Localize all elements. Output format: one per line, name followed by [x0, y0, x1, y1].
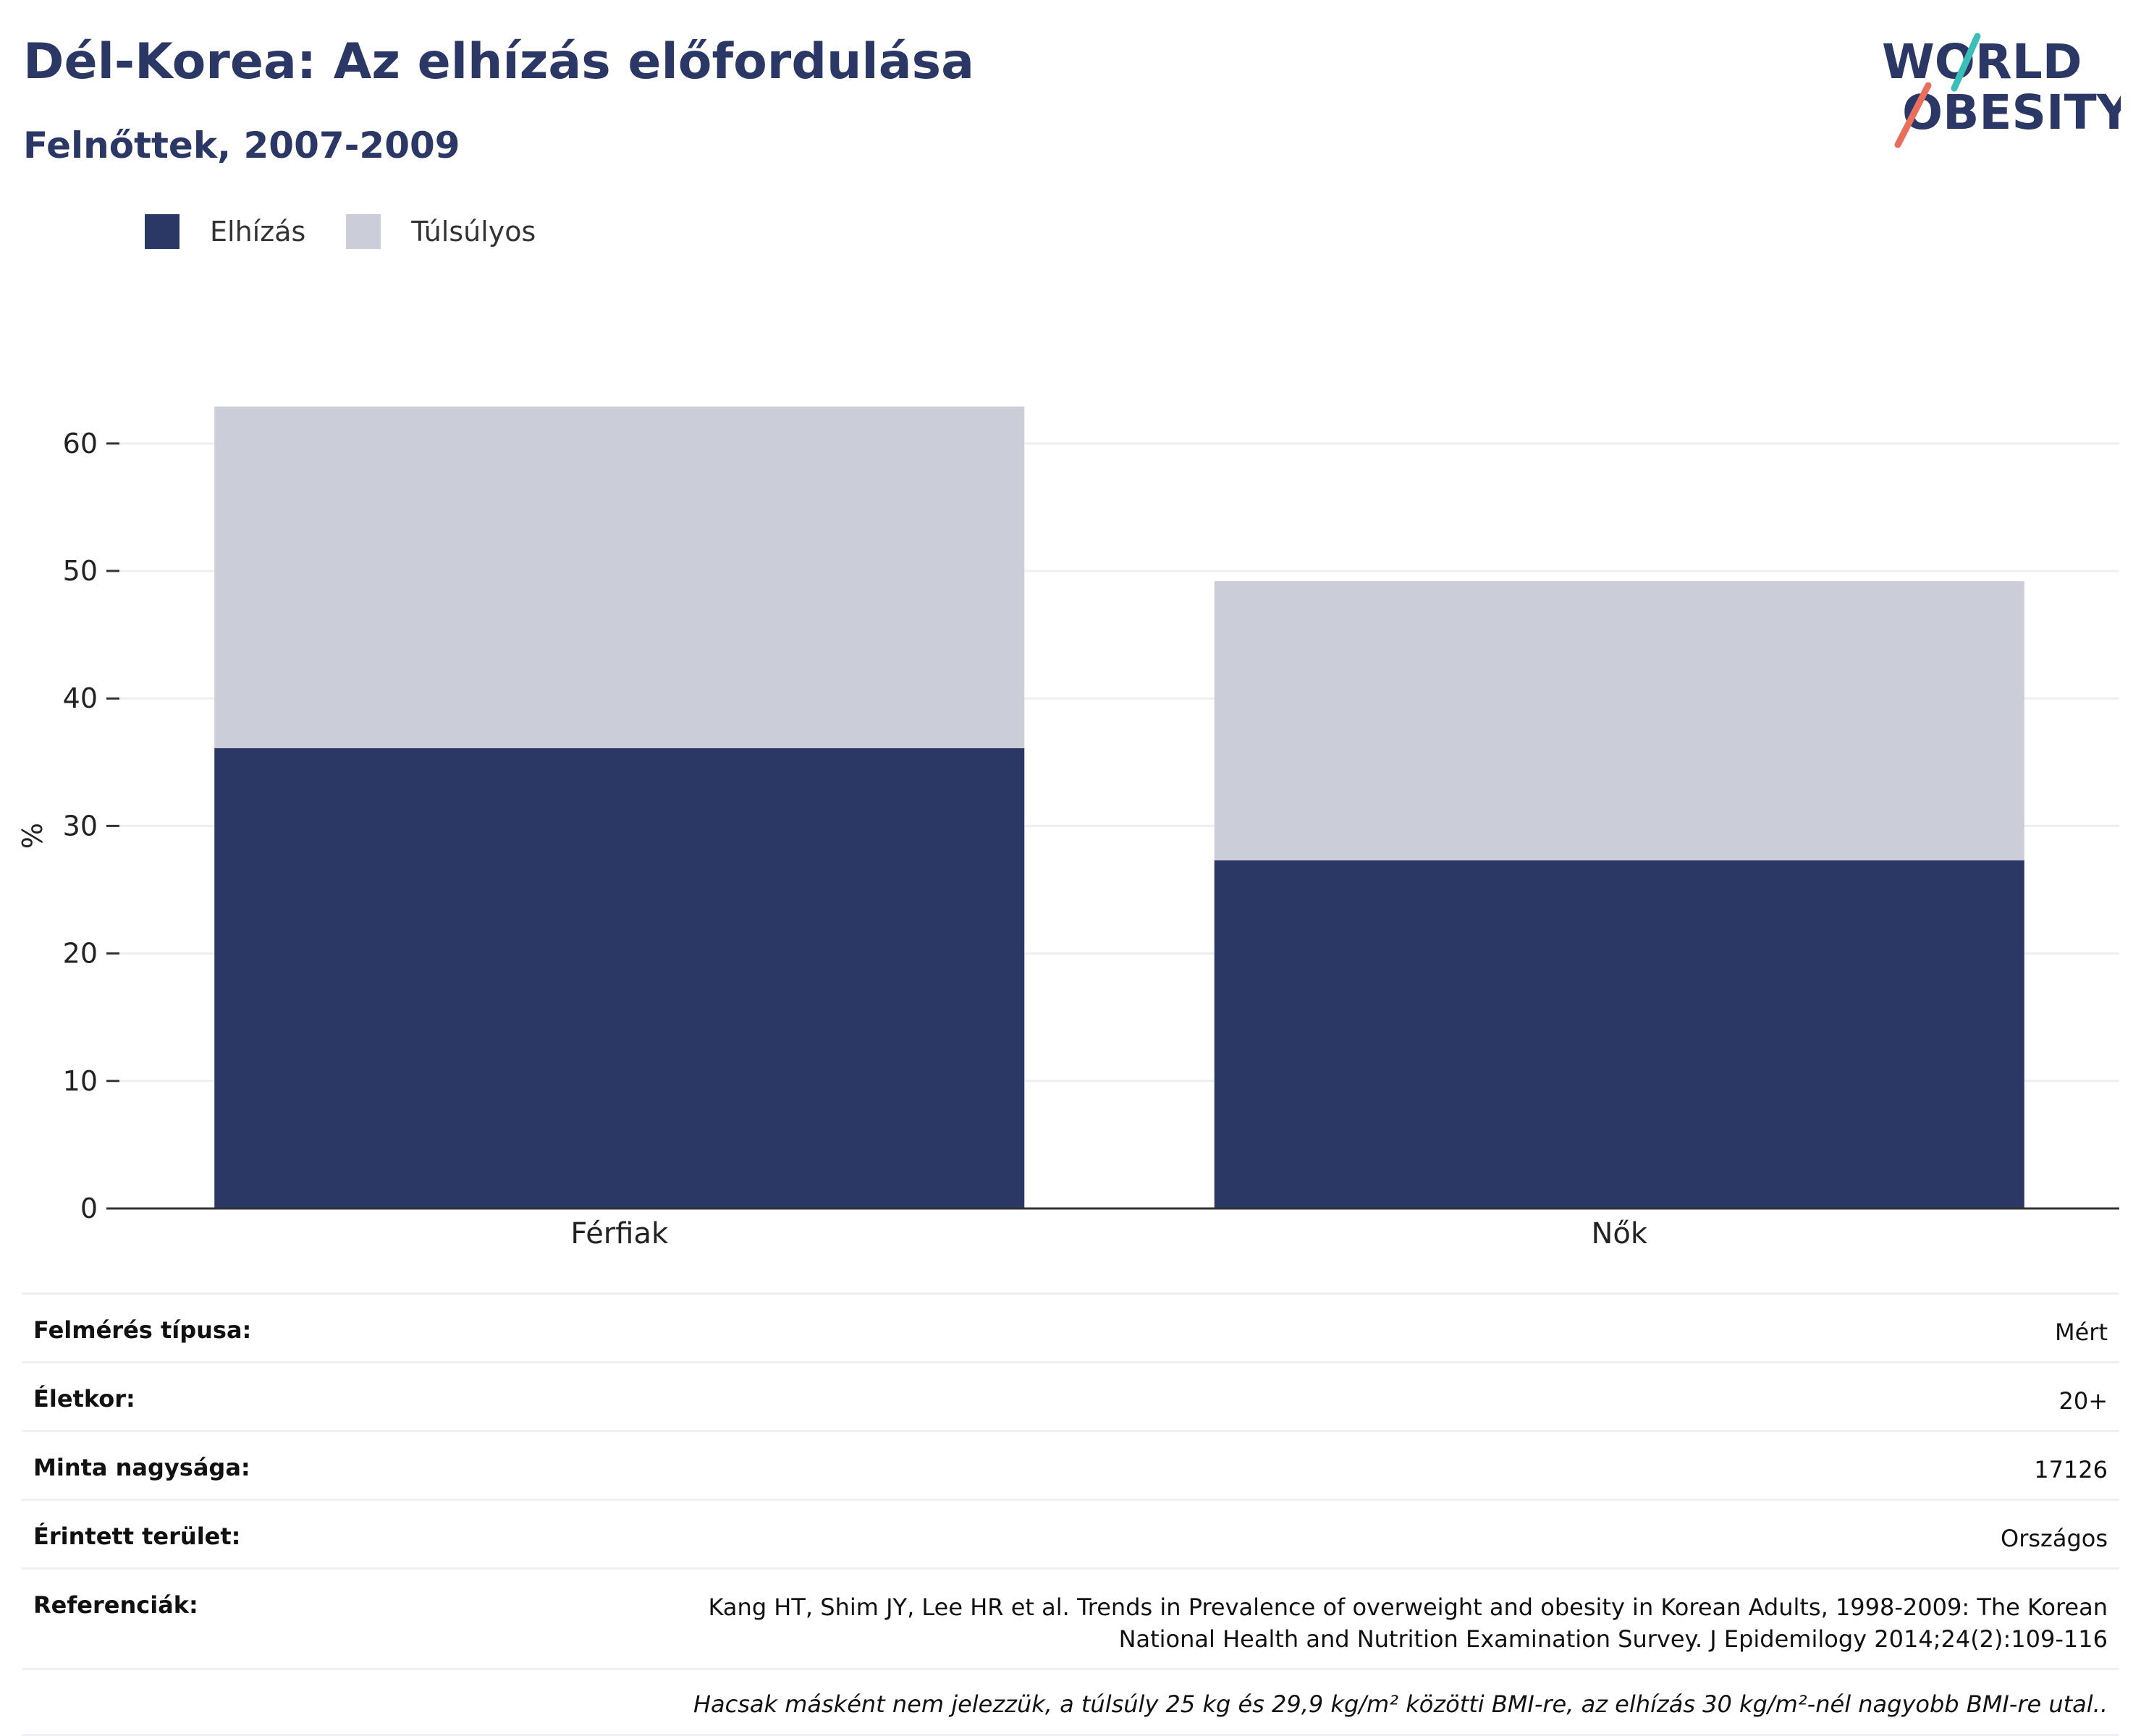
chart-bars: [214, 406, 2024, 1208]
x-axis-labels: Férfiak Nők: [570, 1217, 1647, 1250]
meta-value-area: Országos: [552, 1499, 2119, 1569]
meta-row-references: Referenciák: Kang HT, Shim JY, Lee HR et…: [22, 1567, 2119, 1669]
meta-value-references: Kang HT, Shim JY, Lee HR et al. Trends i…: [552, 1567, 2119, 1669]
meta-row-note: Hacsak másként nem jelezzük, a túlsúly 2…: [22, 1668, 2119, 1736]
meta-label-survey-type: Felmérés típusa:: [22, 1292, 552, 1363]
y-tick-label-50: 50: [63, 555, 98, 587]
y-tick-label-10: 10: [63, 1065, 98, 1097]
logo-slash-teal: [1951, 33, 1981, 92]
legend-swatch-overweight: [346, 214, 381, 249]
bar-overweight-1[interactable]: [1214, 581, 2024, 860]
y-tick-label-60: 60: [63, 428, 98, 460]
x-tick-label-1: Nők: [1591, 1217, 1647, 1250]
meta-value-sample-size: 17126: [552, 1430, 2119, 1500]
definition-note: Hacsak másként nem jelezzük, a túlsúly 2…: [22, 1668, 2119, 1736]
x-tick-label-0: Férfiak: [570, 1217, 669, 1250]
y-tick-label-0: 0: [80, 1193, 98, 1224]
reference-text: Kang HT, Shim JY, Lee HR et al. Trends i…: [708, 1593, 2108, 1653]
y-tick-label-30: 30: [63, 810, 98, 842]
y-axis-label: %: [17, 823, 48, 849]
logo-text-obesity: OBESITY: [1902, 85, 2121, 140]
meta-value-age: 20+: [552, 1361, 2119, 1431]
y-tick-label-40: 40: [63, 682, 98, 714]
bar-obesity-1[interactable]: [1214, 860, 2024, 1208]
stacked-bar-chart: 0 10 20 30 40 50 60 Férfiak Nők %: [17, 406, 2119, 1250]
meta-row-survey-type: Felmérés típusa: Mért: [22, 1292, 2119, 1363]
meta-value-survey-type: Mért: [552, 1292, 2119, 1363]
world-obesity-logo: WORLD OBESITY: [1882, 33, 2121, 148]
bar-overweight-0[interactable]: [214, 406, 1025, 748]
legend-label-obesity: Elhízás: [210, 216, 306, 247]
page-title: Dél-Korea: Az elhízás előfordulása: [23, 33, 974, 90]
legend-item-obesity[interactable]: Elhízás: [145, 214, 305, 249]
y-axis-ticks: 0 10 20 30 40 50 60: [63, 428, 119, 1224]
survey-metadata-table: Felmérés típusa: Mért Életkor: 20+ Minta…: [22, 1292, 2119, 1736]
meta-row-sample-size: Minta nagysága: 17126: [22, 1430, 2119, 1500]
meta-label-age: Életkor:: [22, 1361, 552, 1431]
meta-row-area: Érintett terület: Országos: [22, 1499, 2119, 1569]
legend-swatch-obesity: [145, 214, 180, 249]
chart-legend: Elhízás Túlsúlyos: [145, 214, 576, 249]
meta-label-area: Érintett terület:: [22, 1499, 552, 1569]
logo-slash-coral: [1894, 82, 1932, 148]
page-subtitle: Felnőttek, 2007-2009: [23, 124, 460, 166]
logo-text-world: WORLD: [1882, 34, 2082, 90]
y-tick-label-20: 20: [63, 938, 98, 970]
legend-label-overweight: Túlsúlyos: [411, 216, 536, 247]
meta-label-references: Referenciák:: [22, 1567, 552, 1669]
bar-obesity-0[interactable]: [214, 748, 1025, 1208]
meta-row-age: Életkor: 20+: [22, 1361, 2119, 1431]
legend-item-overweight[interactable]: Túlsúlyos: [346, 214, 536, 249]
meta-label-sample-size: Minta nagysága:: [22, 1430, 552, 1500]
